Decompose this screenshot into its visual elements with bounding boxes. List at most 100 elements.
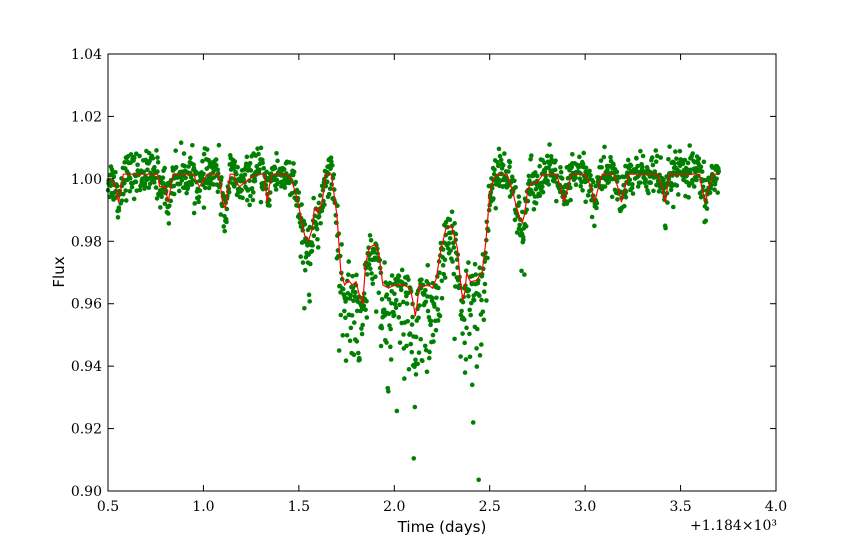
- data-point: [384, 292, 390, 297]
- data-point: [399, 267, 405, 273]
- data-point: [460, 331, 465, 336]
- data-point: [581, 150, 587, 156]
- data-point: [239, 187, 245, 193]
- data-point: [364, 298, 369, 304]
- data-point: [570, 151, 575, 157]
- y-axis-ticks: 0.90 0.92 0.94 0.96 0.98 1.00 1.02 1.04: [71, 47, 776, 500]
- data-point: [307, 299, 313, 304]
- data-point: [547, 142, 552, 147]
- data-point: [282, 185, 288, 190]
- data-point: [386, 389, 391, 394]
- x-axis-ticks: 0.5 1.0 1.5 2.0 2.5 3.0 3.5 4.0: [97, 54, 787, 515]
- data-point: [672, 161, 677, 166]
- data-point: [680, 161, 686, 167]
- data-point: [249, 186, 255, 191]
- data-point: [547, 162, 553, 168]
- data-point: [409, 349, 415, 355]
- data-point: [420, 358, 425, 364]
- data-point: [421, 291, 427, 297]
- data-point: [340, 286, 346, 292]
- data-point: [184, 190, 189, 196]
- data-point: [492, 167, 497, 173]
- y-tick-label: 0.92: [71, 422, 102, 438]
- data-point: [167, 203, 172, 209]
- data-point: [364, 315, 370, 320]
- data-point: [244, 197, 250, 203]
- data-point: [248, 168, 254, 173]
- data-point: [133, 151, 139, 156]
- data-point: [181, 151, 187, 156]
- data-point: [252, 178, 258, 184]
- x-tick-label: 1.5: [288, 499, 310, 515]
- data-point: [379, 297, 385, 302]
- data-point: [507, 164, 512, 170]
- data-point: [248, 193, 253, 199]
- data-point: [638, 148, 643, 154]
- data-point: [468, 300, 474, 306]
- data-point: [629, 185, 635, 191]
- data-point: [522, 272, 527, 277]
- data-point: [166, 221, 172, 226]
- data-point: [425, 262, 431, 268]
- data-point: [317, 193, 323, 198]
- data-point: [633, 167, 639, 173]
- data-point: [466, 260, 471, 265]
- data-point: [211, 182, 216, 187]
- data-point: [308, 261, 313, 267]
- data-point: [513, 184, 518, 190]
- data-point: [159, 190, 165, 196]
- data-point: [482, 281, 488, 287]
- data-point: [682, 157, 688, 163]
- data-point: [596, 175, 602, 180]
- data-point: [577, 154, 582, 160]
- data-point: [219, 175, 224, 180]
- data-point: [183, 175, 188, 181]
- data-point: [338, 290, 343, 295]
- data-point: [146, 185, 152, 191]
- data-point: [392, 291, 397, 297]
- y-axis-label: Flux: [50, 256, 68, 287]
- data-point: [123, 198, 129, 203]
- data-point: [348, 292, 353, 298]
- data-point: [327, 186, 333, 191]
- data-point: [416, 315, 421, 321]
- data-point: [630, 182, 635, 187]
- data-point: [354, 308, 360, 314]
- data-point: [316, 214, 322, 219]
- data-point: [423, 299, 429, 305]
- data-point: [160, 175, 166, 180]
- data-point: [394, 408, 400, 414]
- data-point: [622, 203, 627, 209]
- data-point: [142, 184, 148, 189]
- data-point: [211, 175, 217, 180]
- data-point: [386, 297, 392, 302]
- data-point: [396, 273, 402, 279]
- data-point: [565, 176, 571, 181]
- data-point: [545, 153, 550, 159]
- data-point: [435, 318, 441, 323]
- data-point: [192, 201, 197, 206]
- data-point: [273, 187, 279, 192]
- data-point: [477, 265, 483, 270]
- data-point: [373, 274, 378, 280]
- data-point: [526, 173, 532, 179]
- data-point: [343, 358, 349, 363]
- data-point: [583, 165, 589, 171]
- data-point: [450, 240, 456, 246]
- data-point: [424, 369, 430, 375]
- data-point: [635, 163, 641, 169]
- data-point: [250, 197, 256, 203]
- data-point: [592, 223, 597, 229]
- data-point: [418, 285, 424, 291]
- data-point: [485, 255, 490, 261]
- data-point: [182, 163, 187, 169]
- data-point: [151, 180, 157, 185]
- data-point: [281, 167, 287, 172]
- data-point: [464, 325, 469, 331]
- data-point: [431, 339, 436, 344]
- data-point: [587, 168, 592, 174]
- data-point: [469, 281, 475, 287]
- data-point: [416, 350, 422, 355]
- data-point: [316, 200, 322, 206]
- data-point: [516, 200, 522, 205]
